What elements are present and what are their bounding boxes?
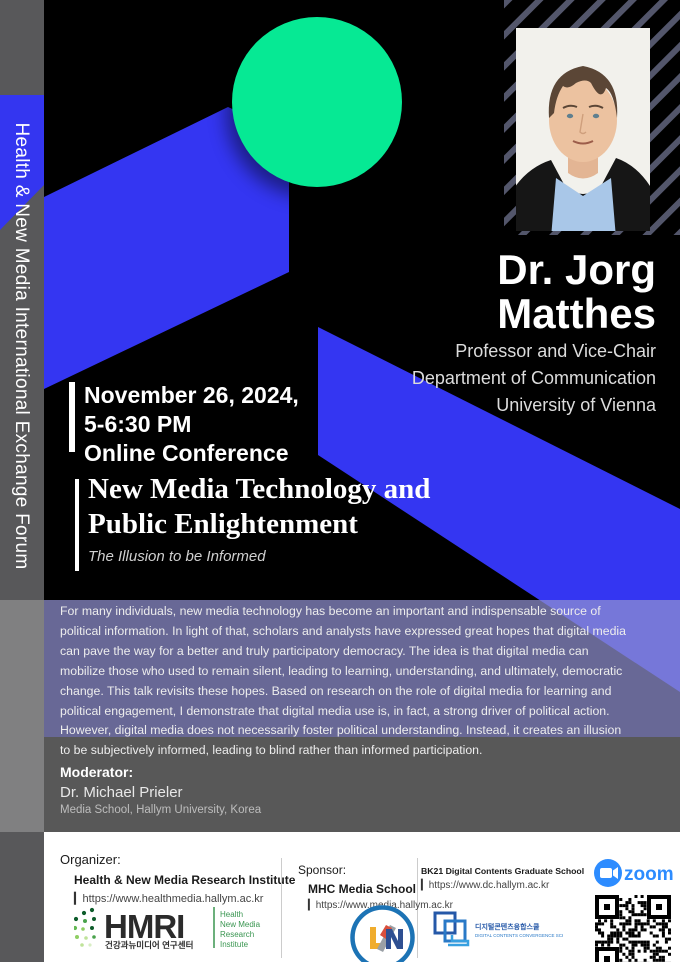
svg-text:Institute: Institute [220,940,249,949]
svg-text:New Media: New Media [220,920,261,929]
svg-text:Health: Health [220,910,243,919]
svg-text:디지털콘텐츠융합스쿨: 디지털콘텐츠융합스쿨 [475,922,540,931]
svg-text:zoom: zoom [624,864,674,885]
svg-text:건강과뉴미디어 연구센터: 건강과뉴미디어 연구센터 [105,940,193,950]
svg-text:DIGITAL CONTENTS CONVERGENCE S: DIGITAL CONTENTS CONVERGENCE SCHOOL [475,933,563,938]
svg-text:Research: Research [220,930,254,939]
